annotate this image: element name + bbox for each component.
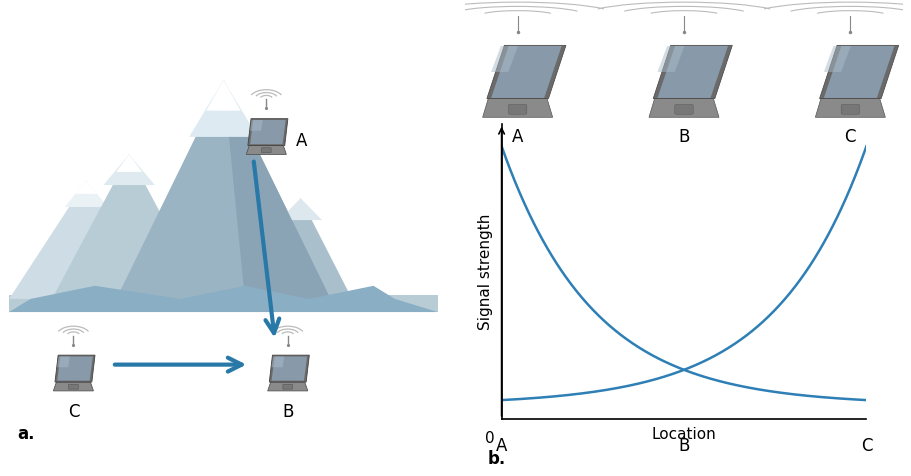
Text: B: B [678, 128, 689, 146]
Polygon shape [271, 357, 284, 367]
Polygon shape [491, 46, 517, 72]
Polygon shape [65, 181, 107, 207]
Polygon shape [117, 154, 142, 172]
Text: b.: b. [487, 450, 506, 468]
Polygon shape [54, 382, 93, 391]
Text: B: B [281, 403, 293, 421]
Polygon shape [657, 46, 727, 98]
Polygon shape [9, 181, 163, 299]
Polygon shape [206, 80, 241, 110]
Polygon shape [649, 99, 718, 117]
Polygon shape [823, 46, 894, 98]
FancyBboxPatch shape [674, 105, 692, 114]
Polygon shape [250, 120, 285, 144]
Polygon shape [244, 198, 352, 299]
Text: B: B [678, 436, 689, 455]
Polygon shape [250, 120, 262, 131]
Polygon shape [482, 99, 552, 117]
Polygon shape [657, 46, 683, 72]
Text: a.: a. [17, 426, 36, 444]
Y-axis label: Signal strength: Signal strength [477, 213, 493, 329]
Text: A: A [296, 132, 307, 149]
Polygon shape [57, 357, 93, 381]
Polygon shape [486, 45, 566, 99]
Text: 0: 0 [484, 431, 494, 446]
Text: C: C [844, 128, 855, 146]
Polygon shape [271, 357, 307, 381]
FancyBboxPatch shape [261, 148, 271, 153]
FancyBboxPatch shape [508, 105, 527, 114]
FancyBboxPatch shape [68, 384, 78, 389]
Polygon shape [117, 80, 330, 299]
Polygon shape [223, 80, 330, 299]
Polygon shape [269, 355, 309, 382]
FancyBboxPatch shape [840, 105, 858, 114]
Polygon shape [9, 295, 437, 312]
Polygon shape [55, 355, 95, 382]
Polygon shape [57, 357, 70, 367]
Polygon shape [652, 45, 732, 99]
Polygon shape [819, 45, 897, 99]
Text: C: C [67, 403, 79, 421]
Polygon shape [279, 198, 322, 220]
Polygon shape [52, 154, 206, 299]
Polygon shape [491, 46, 561, 98]
Polygon shape [814, 99, 885, 117]
Polygon shape [9, 286, 437, 312]
Polygon shape [189, 80, 258, 137]
Text: A: A [496, 436, 507, 455]
Polygon shape [823, 46, 850, 72]
Text: A: A [511, 128, 523, 146]
Polygon shape [76, 181, 97, 194]
Text: C: C [860, 436, 871, 455]
Polygon shape [248, 119, 288, 146]
FancyBboxPatch shape [282, 384, 292, 389]
Polygon shape [103, 154, 155, 185]
Polygon shape [246, 146, 286, 154]
Polygon shape [268, 382, 307, 391]
X-axis label: Location: Location [651, 427, 715, 442]
